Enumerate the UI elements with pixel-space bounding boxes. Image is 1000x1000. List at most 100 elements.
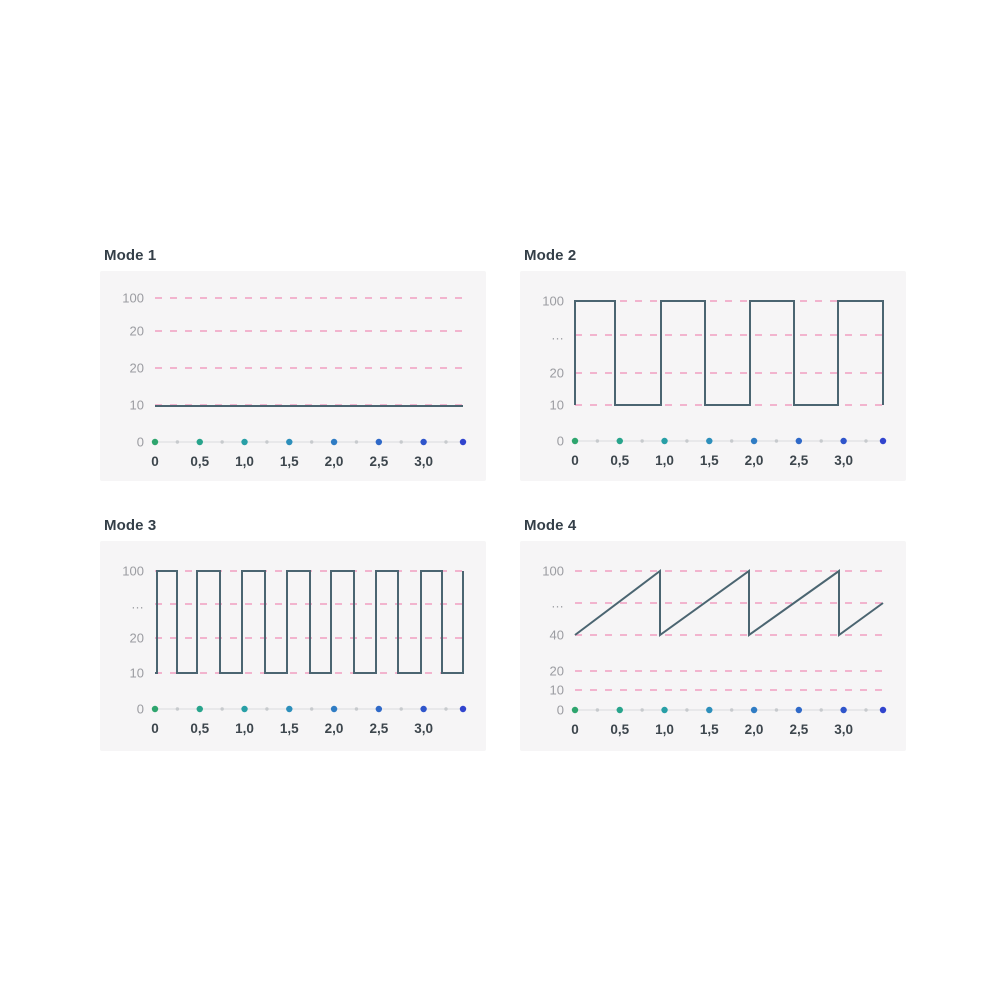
x-axis-major-dot	[616, 706, 623, 714]
x-axis-major-dot	[706, 706, 713, 714]
x-axis-major-dot	[420, 705, 427, 713]
x-axis-minor-dot	[265, 440, 269, 444]
y-tick-label: 20	[130, 361, 144, 376]
chart-card-mode-3: Mode 3 0 0,5 1,0 1,5 2,0 2,5 3,0 100… 20 10 0	[100, 517, 486, 751]
y-tick-label: 20	[550, 664, 564, 679]
x-axis-major-dot	[750, 706, 758, 714]
x-tick-label: 2,5	[789, 722, 808, 737]
x-axis-major-dot	[151, 438, 159, 446]
x-tick-label: 1,0	[235, 454, 254, 469]
y-tick-label: 10	[550, 683, 564, 698]
x-tick-label: 1,5	[280, 454, 299, 469]
x-tick-label: 0	[571, 453, 579, 468]
chart-title-mode-2: Mode 2	[524, 247, 577, 264]
x-tick-label: 0,5	[190, 454, 209, 469]
x-axis-major-dot	[459, 438, 467, 446]
chart-card-mode-2: Mode 2 0 0,5 1,0 1,5 2,0 2,5 3,0 100… 20 10 0	[520, 247, 906, 481]
x-axis-minor-dot	[774, 439, 779, 443]
x-axis-minor-dot	[729, 708, 734, 712]
y-tick-label: 20	[550, 366, 564, 381]
y-tick-label: 20	[130, 324, 144, 339]
chart-title-mode-1: Mode 1	[104, 247, 157, 264]
x-axis-minor-dot	[640, 439, 644, 443]
x-axis-minor-dot	[729, 439, 734, 443]
x-tick-label: 2,0	[325, 721, 344, 736]
x-tick-label: 3,0	[834, 453, 853, 468]
y-tick-label: 100	[122, 564, 144, 579]
y-tick-label: 0	[557, 703, 564, 718]
x-axis-minor-dot	[444, 707, 448, 711]
chart-panel-mode-3: 0 0,5 1,0 1,5 2,0 2,5 3,0 100… 20 10 0	[100, 541, 486, 751]
chart-panel-mode-1: 0 0,5 1,0 1,5 2,0 2,5 3,0 100 20 20 10 0	[100, 271, 486, 481]
x-axis-minor-dot	[864, 439, 868, 443]
x-axis-minor-dot	[819, 439, 823, 443]
x-axis-major-dot	[750, 437, 758, 445]
x-axis-minor-dot	[595, 439, 600, 443]
x-tick-label: 3,0	[414, 721, 433, 736]
x-axis-major-dot	[571, 437, 579, 445]
x-tick-label: 0,5	[190, 721, 209, 736]
x-axis-major-dot	[879, 437, 887, 445]
x-axis-minor-dot	[774, 708, 779, 712]
x-tick-label: 2,0	[745, 722, 764, 737]
y-tick-label: 10	[130, 398, 144, 413]
x-axis-major-dot	[196, 705, 203, 713]
x-tick-label: 2,5	[789, 453, 808, 468]
x-tick-label: 1,5	[280, 721, 299, 736]
x-tick-label: 1,0	[235, 721, 254, 736]
x-axis-minor-dot	[309, 707, 314, 711]
x-axis-major-dot	[795, 437, 803, 445]
x-axis-major-dot	[375, 438, 383, 446]
x-tick-label: 3,0	[834, 722, 853, 737]
x-axis-major-dot	[616, 437, 623, 445]
y-tick-label: 0	[137, 702, 144, 717]
x-axis-major-dot	[795, 706, 803, 714]
x-axis-major-dot	[286, 438, 293, 446]
chart-card-mode-4: Mode 4 0 0,5 1,0 1,5 2,0 2,5 3,0 100… 40 20 10 0	[520, 517, 906, 751]
x-axis-major-dot	[840, 706, 847, 714]
y-tick-label: 0	[557, 434, 564, 449]
x-axis-major-dot	[330, 705, 338, 713]
y-tick-label: …	[551, 328, 564, 343]
x-axis-minor-dot	[399, 707, 403, 711]
x-axis-minor-dot	[640, 708, 644, 712]
chart-title-mode-4: Mode 4	[524, 517, 577, 534]
y-tick-label: 0	[137, 435, 144, 450]
x-axis-major-dot	[879, 706, 887, 714]
x-axis-major-dot	[286, 705, 293, 713]
x-tick-label: 3,0	[414, 454, 433, 469]
x-axis-major-dot	[330, 438, 338, 446]
x-axis-major-dot	[571, 706, 579, 714]
x-axis-minor-dot	[399, 440, 403, 444]
x-tick-label: 1,5	[700, 722, 719, 737]
waveform-line	[574, 568, 884, 637]
chart-panel-mode-2: 0 0,5 1,0 1,5 2,0 2,5 3,0 100… 20 10 0	[520, 271, 906, 481]
x-axis-major-dot	[241, 438, 248, 446]
x-axis-major-dot	[661, 437, 668, 445]
charts-grid: Mode 1 0 0,5 1,0 1,5 2,0 2,5 3,0 100 20 20 10 0 Mod…	[100, 247, 906, 751]
x-axis-minor-dot	[595, 708, 600, 712]
x-tick-label: 1,5	[700, 453, 719, 468]
waveform-line	[574, 300, 884, 406]
x-axis-major-dot	[661, 706, 668, 714]
x-tick-label: 0	[151, 721, 159, 736]
x-axis-minor-dot	[819, 708, 823, 712]
y-tick-label: …	[131, 597, 144, 612]
x-tick-label: 1,0	[655, 722, 674, 737]
x-axis-minor-dot	[685, 439, 689, 443]
x-axis-major-dot	[375, 705, 383, 713]
y-tick-label: 10	[550, 398, 564, 413]
y-tick-label: 10	[130, 666, 144, 681]
x-axis-major-dot	[459, 705, 467, 713]
y-tick-label: 40	[550, 628, 564, 643]
y-tick-label: 100	[542, 564, 564, 579]
waveform-line	[155, 570, 464, 674]
x-axis-major-dot	[151, 705, 159, 713]
x-tick-label: 1,0	[655, 453, 674, 468]
x-tick-label: 2,0	[325, 454, 344, 469]
